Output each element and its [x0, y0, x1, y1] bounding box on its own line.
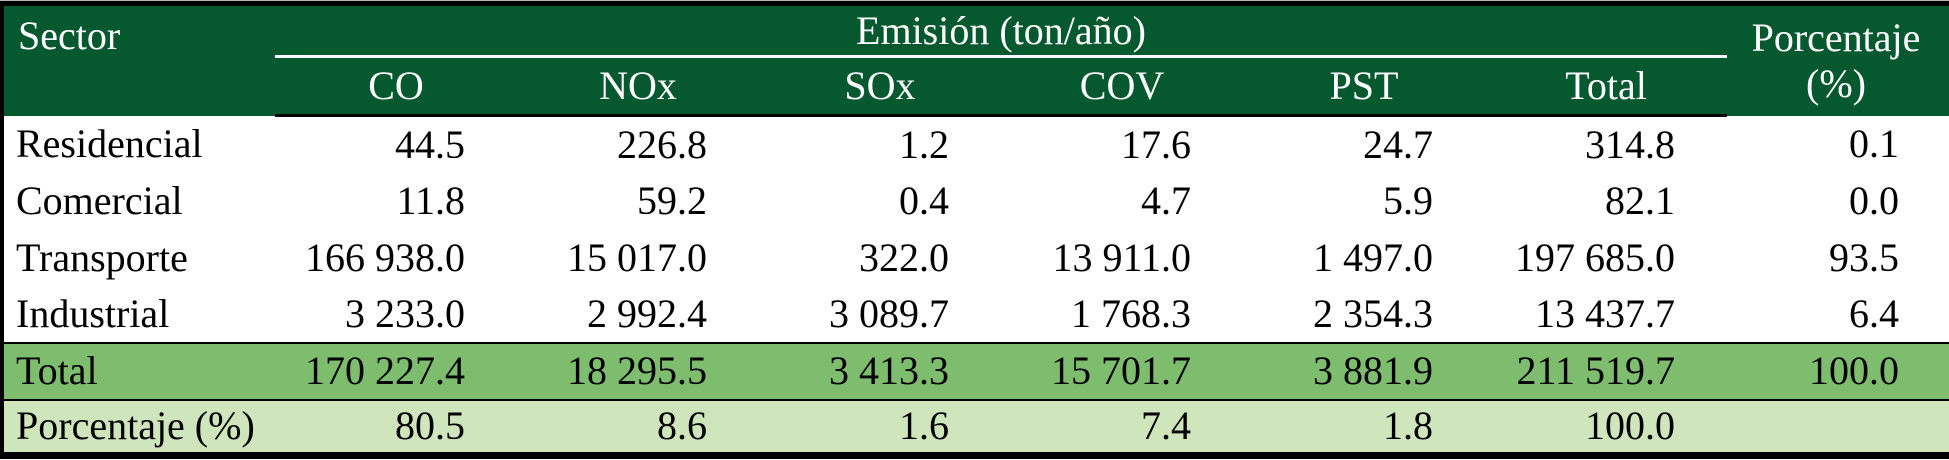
table-row-transporte: Transporte 166 938.0 15 017.0 322.0 13 9…	[2, 229, 1949, 286]
cell-value: 13 437.7	[1535, 290, 1675, 336]
emission-group-header: Emisión (ton/año)	[275, 3, 1727, 58]
cell-value: 6.4	[1849, 290, 1899, 336]
cell-value: 166 938.0	[305, 234, 465, 280]
cell-value: 100.0	[1727, 341, 1949, 400]
cell-value: 3 089.7	[829, 290, 949, 336]
cell-value: 5.9	[1383, 177, 1433, 223]
cell-value: 15 701.7	[1001, 341, 1243, 400]
cell-value: 18 295.5	[517, 341, 759, 400]
cell-value: 1.6	[759, 398, 1001, 456]
cell-value: 3 413.3	[759, 341, 1001, 400]
cell-value: 0.4	[899, 177, 949, 223]
cell-value: 2 354.3	[1313, 290, 1433, 336]
porcentaje-column-header: Porcentaje (%)	[1727, 3, 1949, 116]
table-row-industrial: Industrial 3 233.0 2 992.4 3 089.7 1 768…	[2, 285, 1949, 343]
cell-value: 44.5	[395, 121, 465, 167]
cell-value: 1 768.3	[1071, 290, 1191, 336]
porcentaje-header-line1: Porcentaje	[1751, 14, 1921, 60]
cell-value: 0.1	[1849, 120, 1899, 166]
cell-value: 170 227.4	[275, 341, 517, 400]
cell-value: 197 685.0	[1515, 234, 1675, 280]
cell-value: 1.8	[1243, 398, 1485, 456]
cell-value: 3 881.9	[1243, 341, 1485, 400]
col-header-nox: NOx	[517, 56, 759, 117]
cell-value: 322.0	[859, 234, 949, 280]
cell-value: 7.4	[1001, 398, 1243, 456]
row-label: Transporte	[16, 234, 188, 280]
cell-value: 8.6	[517, 398, 759, 456]
cell-value: 1 497.0	[1313, 234, 1433, 280]
cell-value: 15 017.0	[567, 234, 707, 280]
cell-value: 2 992.4	[587, 290, 707, 336]
col-header-cov: COV	[1001, 56, 1243, 117]
col-header-total: Total	[1485, 56, 1727, 117]
porcentaje-header-line2: (%)	[1806, 60, 1866, 106]
cell-value: 226.8	[617, 121, 707, 167]
cell-value: 59.2	[637, 177, 707, 223]
col-header-co: CO	[275, 56, 517, 117]
cell-value: 211 519.7	[1485, 341, 1727, 400]
cell-value: 4.7	[1141, 177, 1191, 223]
row-label: Residencial	[16, 120, 203, 166]
sector-column-header: Sector	[2, 3, 275, 116]
cell-value: 17.6	[1121, 121, 1191, 167]
row-label: Industrial	[16, 290, 170, 336]
row-label: Comercial	[16, 177, 183, 223]
cell-value: 314.8	[1585, 121, 1675, 167]
cell-value: 82.1	[1605, 177, 1675, 223]
col-header-sox: SOx	[759, 56, 1001, 117]
header-row-pollutants: CO NOx SOx COV PST Total	[2, 56, 1949, 117]
cell-value: 24.7	[1363, 121, 1433, 167]
cell-value: 13 911.0	[1052, 234, 1191, 280]
cell-value: 11.8	[396, 177, 465, 223]
cell-value	[1727, 398, 1949, 456]
cell-value: 93.5	[1829, 234, 1899, 280]
col-header-pst: PST	[1243, 56, 1485, 117]
table-row-total: Total 170 227.4 18 295.5 3 413.3 15 701.…	[2, 341, 1949, 400]
cell-value: 1.2	[899, 121, 949, 167]
table-row-residencial: Residencial 44.5 226.8 1.2 17.6 24.7 314…	[2, 115, 1949, 173]
cell-value: 80.5	[275, 398, 517, 456]
row-label: Total	[2, 341, 275, 400]
table-row-porcentaje: Porcentaje (%) 80.5 8.6 1.6 7.4 1.8 100.…	[2, 398, 1949, 456]
cell-value: 3 233.0	[345, 290, 465, 336]
cell-value: 100.0	[1485, 398, 1727, 456]
cell-value: 0.0	[1849, 177, 1899, 223]
table-row-comercial: Comercial 11.8 59.2 0.4 4.7 5.9 82.1 0.0	[2, 172, 1949, 230]
row-label: Porcentaje (%)	[2, 398, 275, 456]
header-row-group: Sector Emisión (ton/año) Porcentaje (%)	[2, 3, 1949, 116]
